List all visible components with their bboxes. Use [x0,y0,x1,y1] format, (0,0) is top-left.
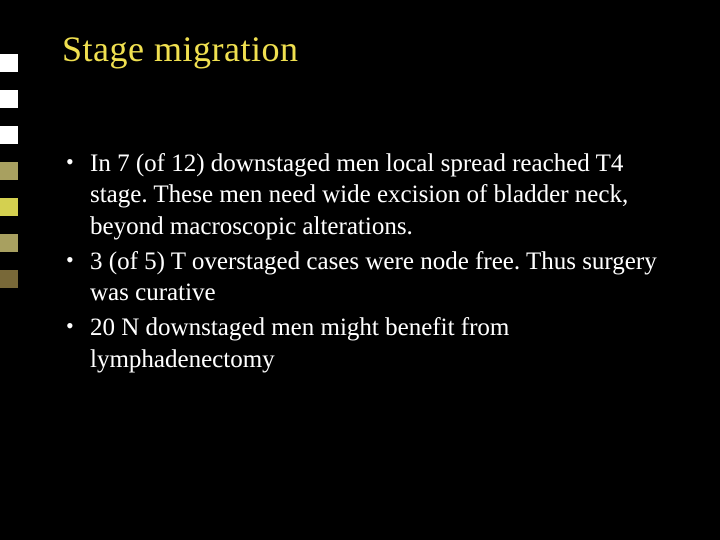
slide-title: Stage migration [62,28,670,70]
bullet-item: 3 (of 5) T overstaged cases were node fr… [62,246,670,309]
slide: Stage migration In 7 (of 12) downstaged … [0,0,720,540]
bullet-item: 20 N downstaged men might benefit from l… [62,312,670,375]
bullet-item: In 7 (of 12) downstaged men local spread… [62,148,670,242]
bullet-list: In 7 (of 12) downstaged men local spread… [62,148,670,375]
